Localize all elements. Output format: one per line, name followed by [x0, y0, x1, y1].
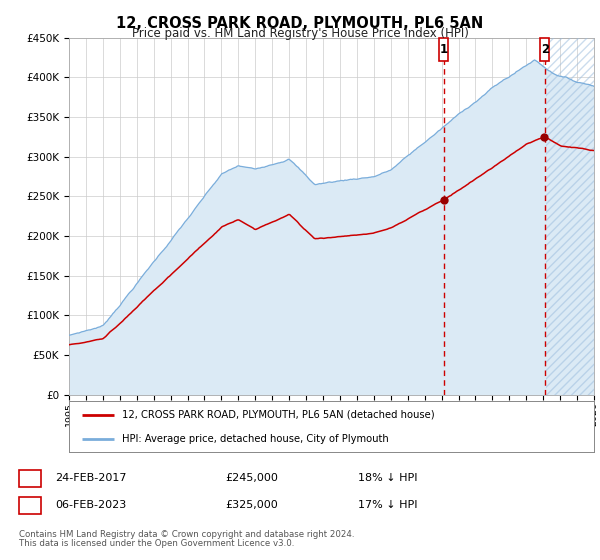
Text: This data is licensed under the Open Government Licence v3.0.: This data is licensed under the Open Gov… — [19, 539, 294, 548]
FancyBboxPatch shape — [19, 497, 41, 514]
Text: HPI: Average price, detached house, City of Plymouth: HPI: Average price, detached house, City… — [121, 433, 388, 444]
Text: 18% ↓ HPI: 18% ↓ HPI — [358, 473, 417, 483]
Text: 1: 1 — [440, 43, 448, 55]
Text: 1: 1 — [26, 472, 34, 485]
Text: 2: 2 — [541, 43, 549, 55]
Text: 24-FEB-2017: 24-FEB-2017 — [55, 473, 127, 483]
Text: Price paid vs. HM Land Registry's House Price Index (HPI): Price paid vs. HM Land Registry's House … — [131, 27, 469, 40]
Text: £245,000: £245,000 — [225, 473, 278, 483]
Text: 12, CROSS PARK ROAD, PLYMOUTH, PL6 5AN: 12, CROSS PARK ROAD, PLYMOUTH, PL6 5AN — [116, 16, 484, 31]
Text: 2: 2 — [26, 499, 34, 512]
Text: 06-FEB-2023: 06-FEB-2023 — [55, 500, 127, 510]
FancyBboxPatch shape — [540, 38, 550, 60]
Text: £325,000: £325,000 — [225, 500, 278, 510]
Text: 12, CROSS PARK ROAD, PLYMOUTH, PL6 5AN (detached house): 12, CROSS PARK ROAD, PLYMOUTH, PL6 5AN (… — [121, 410, 434, 420]
Text: 17% ↓ HPI: 17% ↓ HPI — [358, 500, 417, 510]
FancyBboxPatch shape — [19, 470, 41, 487]
FancyBboxPatch shape — [439, 38, 448, 60]
Text: Contains HM Land Registry data © Crown copyright and database right 2024.: Contains HM Land Registry data © Crown c… — [19, 530, 355, 539]
